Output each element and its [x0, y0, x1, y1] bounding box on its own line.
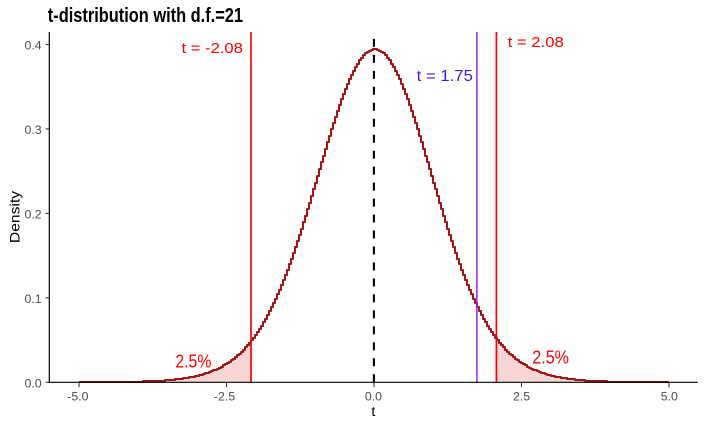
svg-text:0.0: 0.0: [24, 376, 41, 390]
svg-text:0.4: 0.4: [24, 39, 41, 53]
svg-text:-5.0: -5.0: [67, 389, 88, 403]
svg-text:Density: Density: [8, 191, 23, 243]
svg-text:t-distribution with d.f.=21: t-distribution with d.f.=21: [48, 5, 243, 27]
svg-text:0.3: 0.3: [24, 123, 41, 137]
svg-text:0.0: 0.0: [365, 389, 382, 403]
svg-text:0.1: 0.1: [24, 292, 41, 306]
svg-text:t: t: [371, 404, 375, 420]
svg-text:5.0: 5.0: [661, 389, 678, 403]
svg-text:2.5: 2.5: [513, 389, 530, 403]
svg-text:2.5%: 2.5%: [175, 351, 211, 372]
svg-text:t = 2.08: t = 2.08: [508, 34, 564, 51]
svg-text:0.2: 0.2: [24, 207, 41, 221]
svg-text:t = -2.08: t = -2.08: [182, 40, 243, 57]
svg-text:t = 1.75: t = 1.75: [417, 68, 473, 85]
svg-text:2.5%: 2.5%: [532, 347, 569, 368]
svg-text:-2.5: -2.5: [214, 389, 235, 403]
